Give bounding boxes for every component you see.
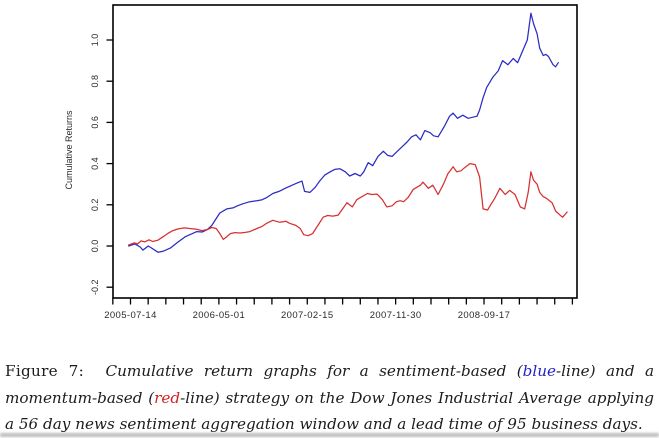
caption-segment: -line) and a momentum-based ( xyxy=(5,362,654,407)
y-tick-label: 0.2 xyxy=(90,199,100,212)
chart-area: -0.2 0.0 0.2 0.4 0.6 0.8 1.0 Cumulative Returns… xyxy=(64,4,578,321)
y-tick-label: 0.8 xyxy=(90,75,100,88)
cropped-text-remnant xyxy=(0,433,659,437)
y-tick-label: 1.0 xyxy=(90,34,100,47)
figure-label: Figure 7: xyxy=(5,362,85,380)
caption-segment: blue xyxy=(522,362,557,380)
caption-segment: red xyxy=(154,388,181,407)
y-axis-title: Cumulative Returns xyxy=(64,110,74,190)
y-tick-label: -0.2 xyxy=(90,279,100,295)
x-tick-label: 2008-09-17 xyxy=(458,310,511,321)
y-tick-label: 0.0 xyxy=(90,240,100,253)
figure-caption: Figure 7: Cumulative return graphs for a … xyxy=(5,358,654,438)
plot-box xyxy=(112,4,578,299)
caption-segment: Cumulative return graphs for a sentiment… xyxy=(105,362,523,380)
caption-segment: -line) strategy on the Dow Jones Industr… xyxy=(5,388,654,434)
x-tick-label: 2005-07-14 xyxy=(104,310,157,321)
y-tick-label: 0.4 xyxy=(90,157,100,170)
x-tick-label: 2007-02-15 xyxy=(281,310,334,321)
momentum-red-line xyxy=(128,162,568,246)
sentiment-blue-line xyxy=(128,12,559,253)
x-tick-label: 2007-11-30 xyxy=(370,310,422,321)
x-tick-label: 2006-05-01 xyxy=(193,310,246,321)
caption-text: Cumulative return graphs for a sentiment… xyxy=(5,362,654,433)
y-tick-label: 0.6 xyxy=(90,116,100,129)
cumulative-returns-chart: -0.2 0.0 0.2 0.4 0.6 0.8 1.0 Cumulative Returns… xyxy=(64,4,578,321)
